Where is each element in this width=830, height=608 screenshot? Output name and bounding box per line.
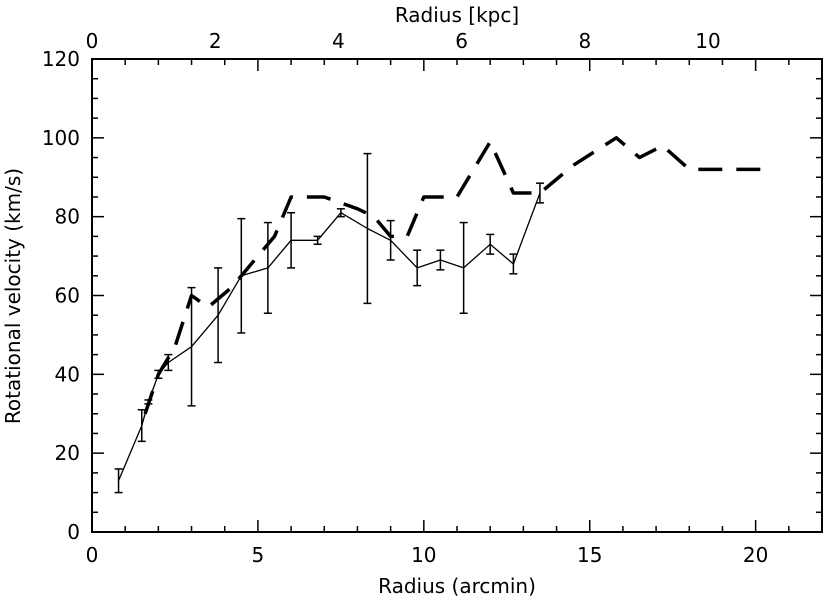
error-bar bbox=[509, 253, 518, 275]
error-bar bbox=[263, 221, 272, 314]
x-tick-label: 10 bbox=[411, 543, 436, 567]
y-tick-label: 80 bbox=[55, 205, 80, 229]
top-x-tick-label: 8 bbox=[578, 29, 591, 53]
error-bar bbox=[287, 211, 296, 269]
error-bar bbox=[313, 235, 322, 246]
error-bar bbox=[459, 221, 468, 314]
top-x-tick-label: 6 bbox=[455, 29, 468, 53]
error-bar bbox=[486, 233, 495, 255]
x-tick-label: 5 bbox=[252, 543, 265, 567]
error-bar bbox=[363, 152, 372, 305]
series-layer bbox=[114, 136, 763, 494]
error-bar bbox=[436, 249, 445, 271]
error-bar bbox=[386, 219, 395, 261]
plot-frame bbox=[91, 58, 823, 533]
x-tick-label: 15 bbox=[577, 543, 602, 567]
error-bar bbox=[137, 409, 146, 443]
top-x-tick-label: 2 bbox=[209, 29, 222, 53]
error-bar bbox=[214, 267, 223, 364]
y-tick-label: 0 bbox=[67, 520, 80, 544]
error-bar bbox=[187, 286, 196, 407]
solid-series-line bbox=[117, 192, 541, 482]
top-x-tick-label: 10 bbox=[695, 29, 720, 53]
x-tick-label: 20 bbox=[743, 543, 768, 567]
y-tick-label: 40 bbox=[55, 362, 80, 386]
y-tick-label: 60 bbox=[55, 284, 80, 308]
top-x-tick-label: 0 bbox=[86, 29, 99, 53]
dashed-series-line bbox=[143, 136, 763, 415]
top-axis-title: Radius [kpc] bbox=[395, 3, 519, 27]
y-tick-label: 120 bbox=[42, 47, 80, 71]
top-x-tick-label: 4 bbox=[332, 29, 345, 53]
y-tick-label: 20 bbox=[55, 441, 80, 465]
axis-ticks bbox=[91, 58, 823, 533]
error-bar bbox=[413, 249, 422, 287]
y-tick-label: 100 bbox=[42, 126, 80, 150]
y-axis-title: Rotational velocity (km/s) bbox=[1, 168, 25, 424]
error-bar bbox=[336, 208, 345, 218]
error-bar bbox=[535, 182, 544, 204]
x-tick-label: 0 bbox=[86, 543, 99, 567]
error-bar bbox=[114, 468, 123, 494]
x-axis-title: Radius (arcmin) bbox=[378, 574, 536, 598]
